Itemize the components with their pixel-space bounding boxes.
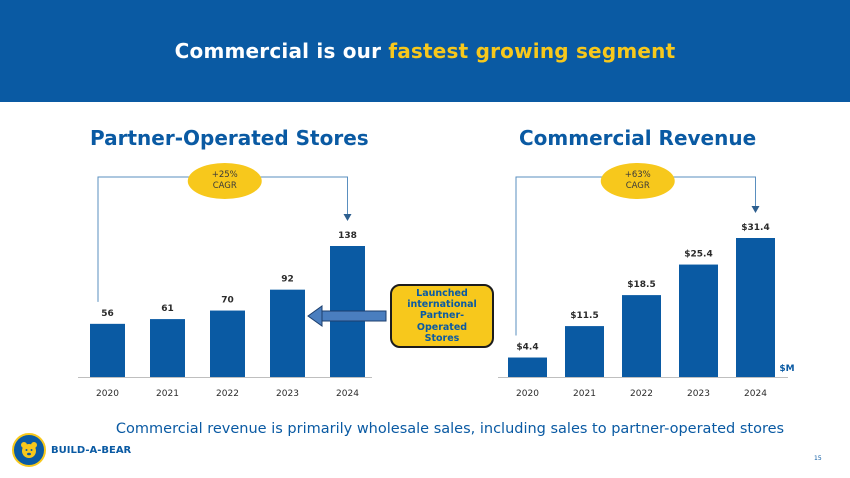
left-tick-label-2020: 2020: [96, 389, 119, 399]
right-tick-label-2020: 2020: [516, 389, 539, 399]
right-bar-2022: [622, 295, 661, 377]
left-data-label-2021: 61: [161, 304, 174, 314]
right-data-label-2022: $18.5: [627, 280, 655, 290]
left-data-label-2020: 56: [101, 309, 114, 319]
page-number: 15: [814, 455, 822, 462]
left-data-label-2024: 138: [338, 231, 357, 241]
build-a-bear-logo: BUILD-A-BEAR: [12, 433, 131, 467]
left-chart-title: Partner-Operated Stores: [90, 126, 369, 150]
left-tick-label-2023: 2023: [276, 389, 299, 399]
left-data-label-2022: 70: [221, 296, 234, 306]
header-banner: Commercial is our fastest growing segmen…: [0, 0, 850, 102]
callout-arrow-shaft: [319, 310, 387, 322]
right-cagr-percent: +63%: [625, 170, 651, 180]
right-data-label-2020: $4.4: [516, 343, 538, 353]
title-prefix: Commercial is our: [174, 39, 382, 63]
left-cagr-label: CAGR: [213, 181, 237, 191]
right-tick-label-2022: 2022: [630, 389, 653, 399]
right-data-label-2024: $31.4: [741, 223, 769, 233]
right-unit-label: $M: [779, 364, 794, 374]
footer-text: Commercial revenue is primarily wholesal…: [115, 421, 785, 437]
callout-box: Launched international Partner-Operated …: [390, 284, 494, 348]
right-chart-title: Commercial Revenue: [519, 126, 757, 150]
right-bar-2023: [679, 264, 718, 377]
left-tick-label-2022: 2022: [216, 389, 239, 399]
bear-logo-icon: [12, 433, 46, 467]
right-data-label-2023: $25.4: [684, 250, 712, 260]
left-cagr-arrowhead: [343, 214, 352, 221]
callout-text: Launched international Partner-Operated …: [407, 287, 477, 345]
right-tick-label-2024: 2024: [744, 389, 767, 399]
logo-text: BUILD-A-BEAR: [51, 444, 132, 456]
left-cagr-percent: +25%: [212, 170, 238, 180]
right-cagr-label: CAGR: [626, 181, 650, 191]
callout-arrow-icon: [307, 305, 323, 327]
left-cagr-badge: [187, 163, 262, 199]
right-tick-label-2021: 2021: [573, 389, 596, 399]
right-bar-2021: [565, 326, 604, 377]
title-highlight: fastest growing segment: [388, 39, 676, 63]
right-bar-2020: [508, 357, 547, 377]
right-bar-2024: [736, 238, 775, 377]
right-data-label-2021: $11.5: [570, 311, 598, 321]
left-tick-label-2021: 2021: [156, 389, 179, 399]
left-bar-2022: [210, 310, 245, 377]
page-title: Commercial is our fastest growing segmen…: [175, 39, 676, 63]
right-tick-label-2023: 2023: [687, 389, 710, 399]
left-tick-label-2024: 2024: [336, 389, 359, 399]
right-cagr-badge: [600, 163, 675, 199]
left-bar-2021: [150, 319, 185, 377]
left-bar-2020: [90, 323, 125, 377]
left-bar-2023: [270, 289, 305, 377]
right-cagr-arrowhead: [751, 206, 760, 213]
left-data-label-2023: 92: [281, 275, 294, 285]
